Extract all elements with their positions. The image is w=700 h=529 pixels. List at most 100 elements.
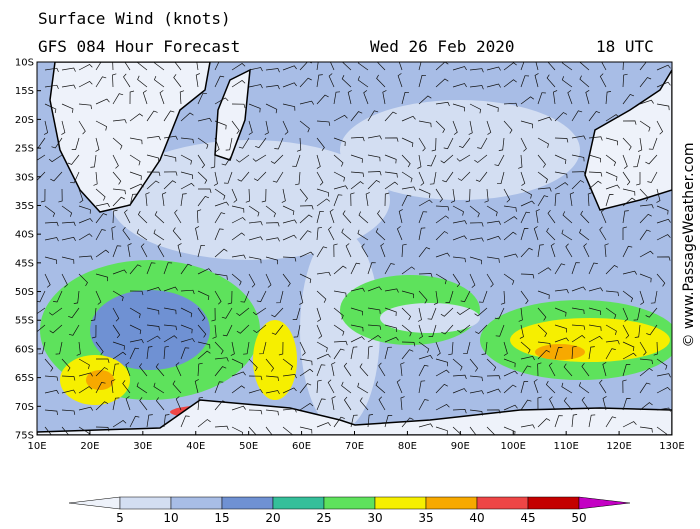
wind-barb	[634, 324, 641, 338]
wind-barb	[656, 386, 671, 394]
wind-barb	[380, 243, 386, 258]
wind-barb	[452, 409, 467, 414]
wind-barb	[48, 154, 63, 163]
wind-barb	[561, 76, 573, 88]
wind-barb	[172, 227, 182, 241]
wind-barb	[367, 135, 382, 140]
wind-barb	[605, 137, 618, 146]
wind-barb	[154, 211, 165, 224]
wind-barb	[316, 137, 325, 151]
wind-barb	[347, 90, 352, 105]
wind-barb	[656, 234, 671, 241]
wind-barb	[231, 205, 245, 213]
wind-barb	[503, 188, 511, 203]
wind-barb	[435, 341, 441, 356]
wind-barb	[469, 103, 482, 114]
wind-barb	[51, 137, 63, 149]
wind-barb	[435, 273, 447, 285]
wind-barb	[95, 290, 102, 305]
wind-barb	[271, 324, 284, 335]
wind-barb	[518, 154, 523, 169]
wind-barb	[418, 137, 426, 152]
wind-barb	[213, 171, 218, 186]
wind-barb	[418, 74, 427, 88]
wind-barb	[622, 93, 635, 105]
wind-barb	[580, 210, 590, 224]
wind-barb	[475, 171, 488, 182]
wind-barb	[605, 264, 619, 275]
wind-barb	[401, 307, 412, 321]
wind-barb	[214, 137, 220, 152]
wind-barb	[500, 290, 506, 305]
wind-barb	[122, 226, 131, 241]
wind-barb	[452, 256, 466, 263]
wind-barb	[299, 100, 315, 105]
wind-barb	[418, 227, 426, 241]
wind-barb	[124, 62, 131, 71]
wind-barb	[214, 188, 226, 200]
wind-barb	[248, 426, 257, 435]
wind-barb	[96, 358, 110, 363]
wind-barb	[214, 357, 229, 362]
wind-barb	[44, 358, 54, 372]
wind-barb	[486, 426, 496, 435]
lon-label: 130E	[659, 441, 684, 452]
wind-barb	[146, 262, 156, 275]
wind-barb	[61, 426, 70, 435]
wind-barb	[240, 290, 250, 303]
wind-barb	[401, 194, 412, 207]
wind-barb	[299, 368, 314, 377]
wind-barb	[331, 396, 336, 411]
wind-barb	[474, 307, 488, 317]
wind-barb	[605, 340, 620, 345]
wind-barb	[537, 307, 547, 321]
wind-barb	[129, 307, 141, 319]
wind-barb	[265, 222, 280, 227]
wind-barb	[537, 362, 542, 377]
wind-barb	[139, 363, 148, 377]
wind-barb	[316, 210, 324, 224]
lon-label: 80E	[398, 441, 417, 452]
wind-barb	[639, 120, 651, 132]
wind-barb	[180, 415, 190, 428]
wind-barb	[44, 205, 56, 218]
colorbar-segment	[476, 496, 529, 510]
wind-barb	[418, 364, 429, 377]
wind-barb	[554, 263, 566, 275]
wind-barb	[503, 341, 508, 356]
wind-barb	[112, 62, 114, 71]
wind-barb	[546, 227, 556, 241]
lat-label: 60S	[15, 344, 34, 355]
wind-barb	[180, 263, 192, 275]
wind-barb	[265, 237, 280, 242]
wind-barb	[44, 273, 51, 288]
wind-barb	[367, 334, 382, 343]
wind-barb	[44, 256, 58, 265]
wind-barb	[656, 373, 671, 378]
wind-barb	[265, 205, 276, 218]
wind-barb	[316, 94, 329, 105]
wind-barb	[639, 204, 654, 209]
wind-barb	[401, 324, 412, 337]
wind-barb	[214, 212, 226, 224]
wind-barb	[248, 84, 263, 89]
wind-barb	[259, 341, 267, 355]
wind-barb	[475, 324, 488, 335]
wind-barb	[469, 390, 484, 395]
wind-barb	[550, 243, 556, 258]
wind-barb	[211, 307, 216, 322]
wind-barb	[129, 113, 144, 122]
wind-barb	[153, 75, 165, 88]
wind-barb	[316, 271, 331, 276]
wind-barb	[452, 374, 467, 380]
wind-barb	[656, 64, 671, 71]
wind-barb	[299, 230, 312, 241]
wind-barb	[469, 85, 484, 90]
wind-barb	[177, 243, 182, 258]
wind-barb	[112, 93, 124, 105]
wind-barb	[401, 290, 414, 299]
wind-barb	[163, 110, 175, 122]
lon-label: 100E	[501, 441, 526, 452]
wind-barb	[111, 379, 116, 394]
wind-barb	[225, 137, 233, 151]
